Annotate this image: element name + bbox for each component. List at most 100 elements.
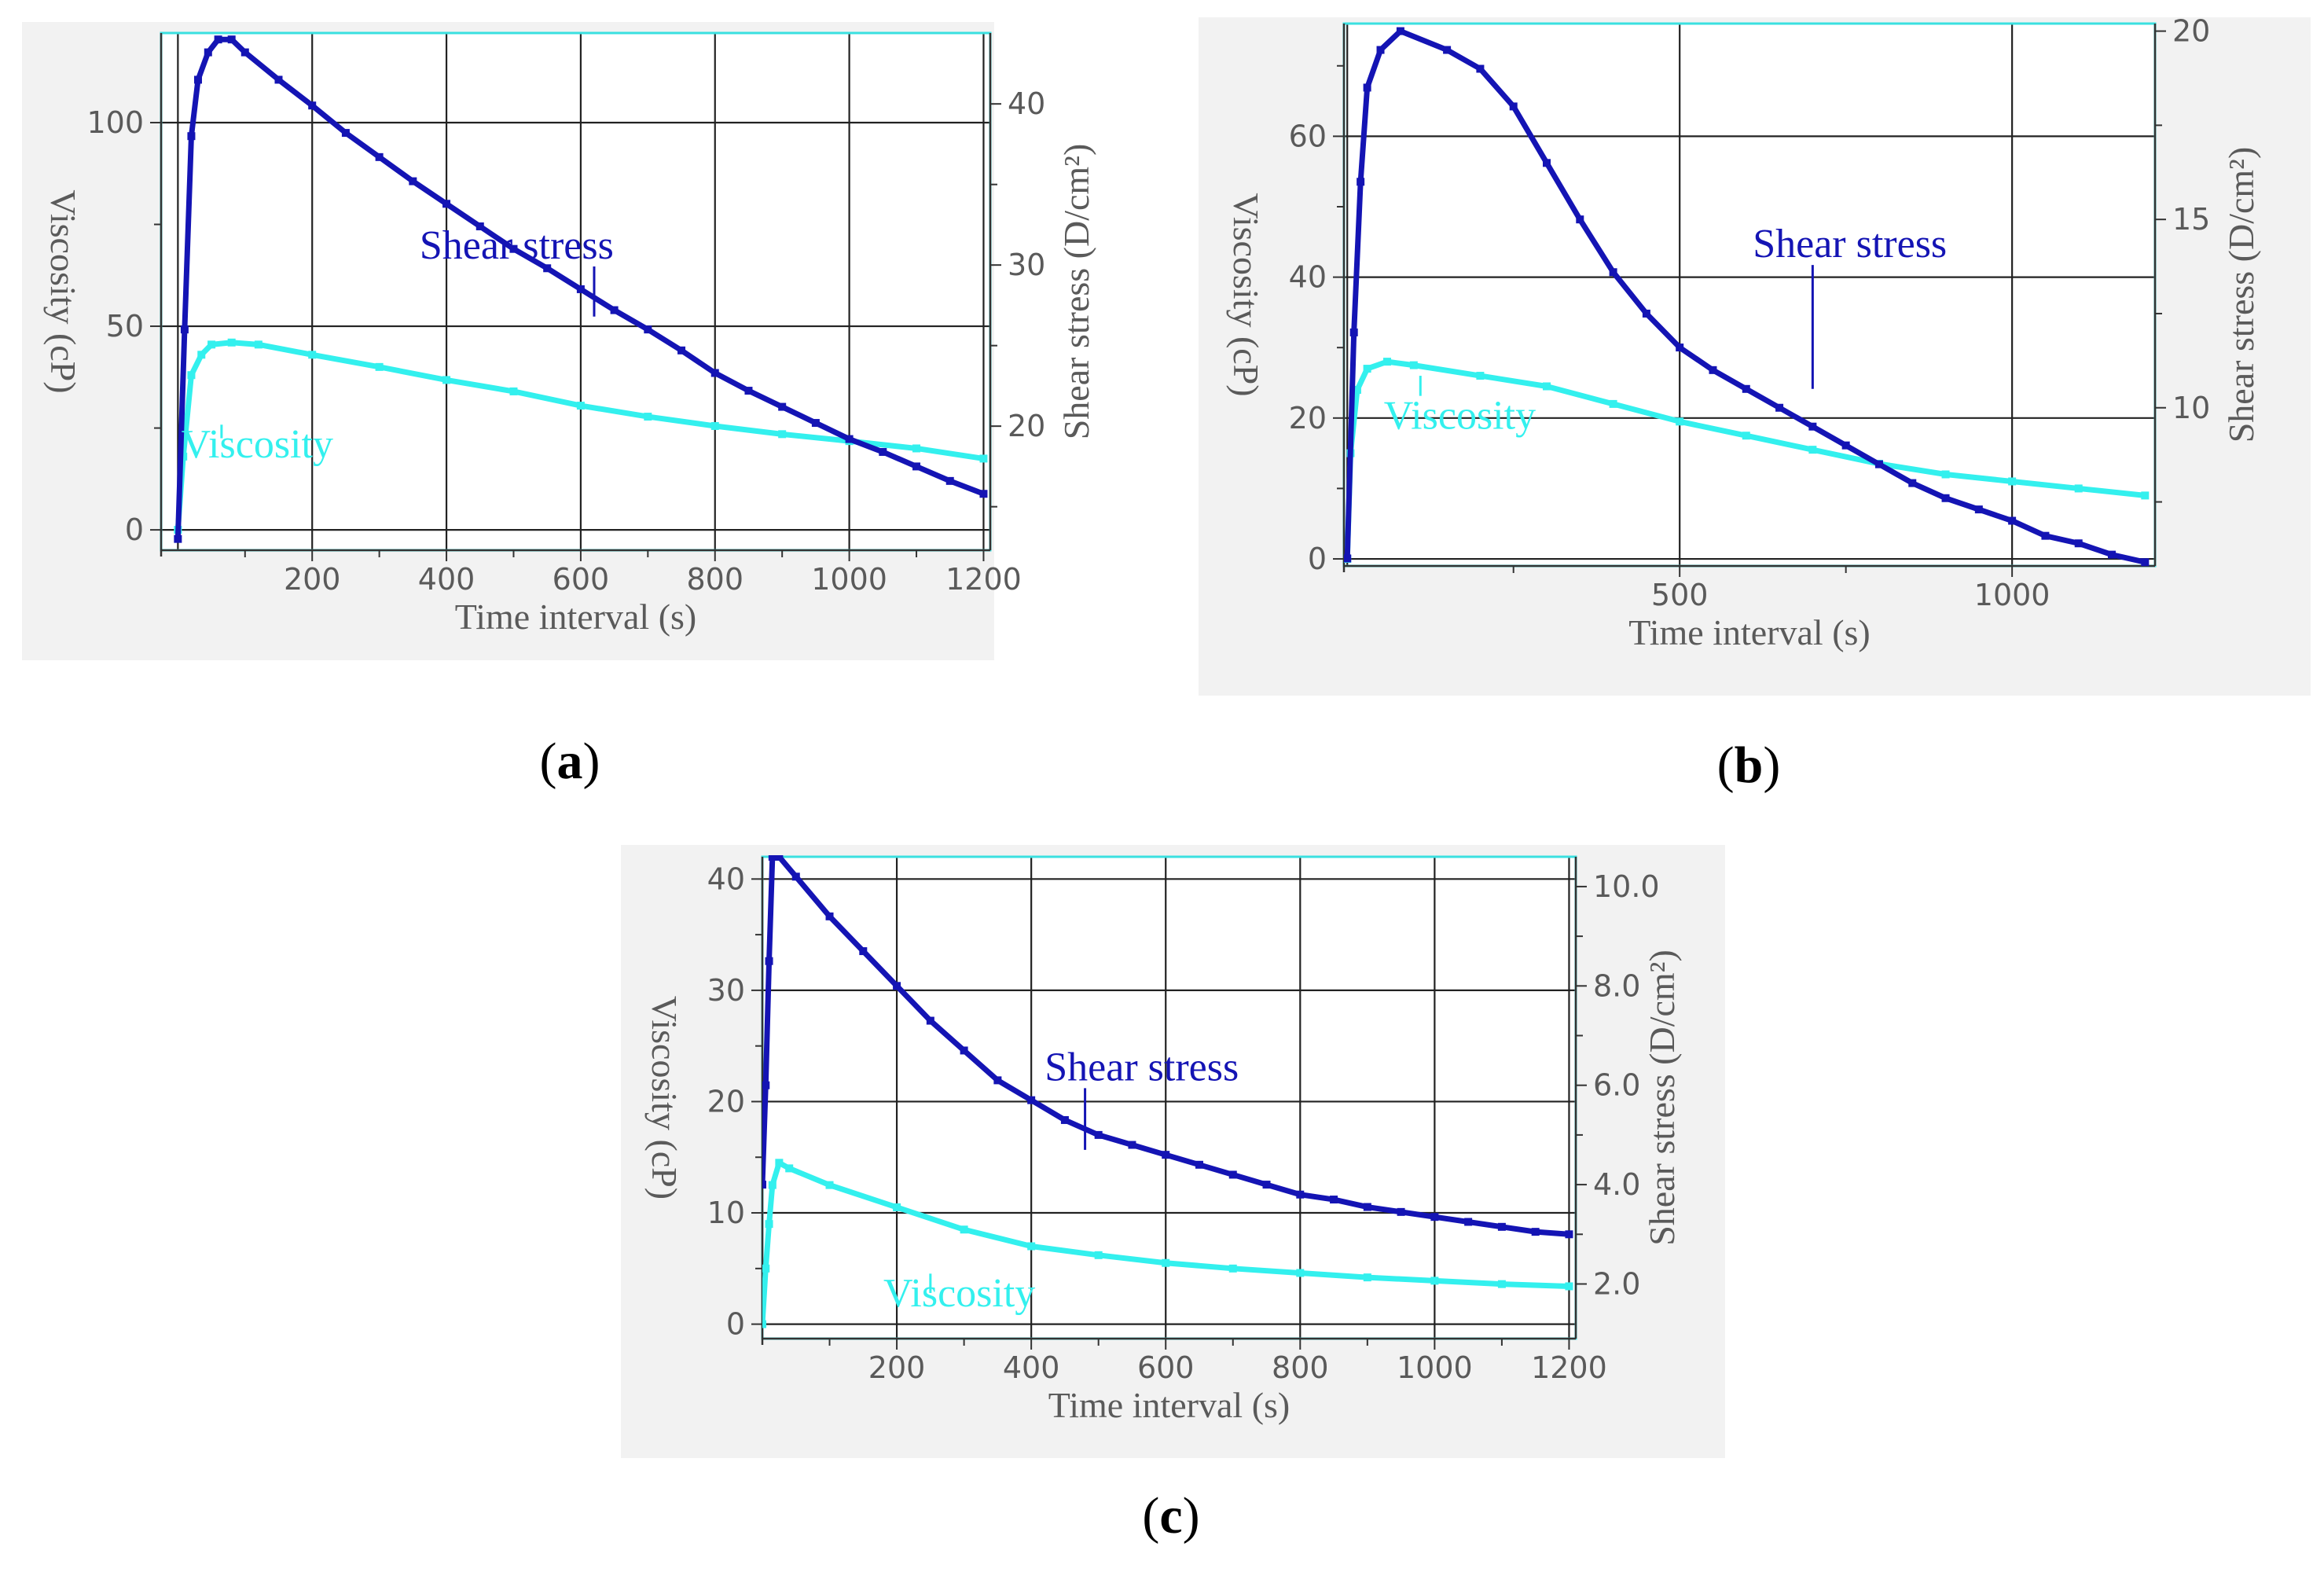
data-point-viscosity: [1565, 1282, 1573, 1291]
y2-tick-label: 10: [2172, 391, 2210, 425]
data-point-viscosity: [1430, 1277, 1439, 1285]
y2-axis-label: Shear stress (D/cm²): [1056, 144, 1096, 440]
data-point-shear: [409, 177, 417, 186]
chart-panel-c: 200 400 600 800 1000 1200 0 10 20 30 40 2.0 4.0 6.0 8.…: [621, 845, 1725, 1545]
data-point-viscosity: [1808, 446, 1817, 454]
series-viscosity: [762, 1159, 1573, 1328]
data-point-viscosity: [1228, 1264, 1237, 1273]
data-point-shear: [1565, 1230, 1573, 1239]
data-point-shear: [1443, 46, 1452, 54]
y2-tick-label: 40: [1008, 86, 1045, 121]
plot-area: [762, 857, 1576, 1339]
data-point-shear: [1576, 215, 1584, 224]
y2-tick-label: 4.0: [1593, 1167, 1640, 1202]
series-shear: [1344, 27, 2150, 567]
data-point-shear: [1296, 1190, 1305, 1199]
data-point-viscosity: [375, 362, 384, 371]
annotation-shear: Shear stress: [1753, 222, 1947, 266]
y-tick-label: 60: [1289, 119, 1327, 153]
data-point-shear: [274, 75, 283, 84]
data-point-shear: [180, 325, 189, 334]
data-point-shear: [1349, 328, 1358, 336]
data-point-shear: [644, 325, 652, 334]
data-point-shear: [1262, 1181, 1271, 1189]
data-point-shear: [1363, 1203, 1371, 1211]
panel-caption: (a): [540, 733, 600, 790]
data-point-viscosity: [1094, 1251, 1103, 1259]
x-axis-label: Time interval (s): [1628, 612, 1871, 652]
data-point-shear: [1330, 1196, 1338, 1204]
data-point-viscosity: [1676, 417, 1684, 426]
data-point-shear: [1027, 1096, 1036, 1104]
y-tick-label: 30: [707, 973, 745, 1008]
data-point-shear: [308, 101, 317, 110]
data-point-shear: [1908, 479, 1917, 487]
data-point-shear: [2041, 531, 2050, 540]
data-point-shear: [912, 462, 921, 471]
y2-tick-label: 30: [1008, 248, 1045, 282]
data-point-viscosity: [2141, 491, 2150, 500]
data-point-viscosity: [509, 387, 518, 395]
x-tick-label: 200: [868, 1350, 926, 1385]
data-point-shear: [926, 1016, 934, 1025]
data-point-shear: [1874, 460, 1883, 468]
data-point-viscosity: [1296, 1269, 1305, 1277]
x-tick-label: 800: [1272, 1350, 1329, 1385]
data-point-viscosity: [1543, 382, 1551, 391]
panel-caption-letter: a: [557, 733, 583, 790]
data-point-viscosity: [1363, 365, 1371, 373]
data-point-shear: [1363, 83, 1371, 92]
data-point-viscosity: [207, 340, 216, 349]
x-tick-label: 800: [686, 562, 743, 597]
annotation-viscosity: Viscosity: [1384, 393, 1536, 438]
data-point-shear: [214, 35, 222, 44]
data-point-shear: [240, 48, 249, 57]
data-point-viscosity: [1162, 1258, 1170, 1267]
x-tick-label: 1000: [1397, 1350, 1473, 1385]
data-point-viscosity: [1382, 358, 1391, 366]
data-point-shear: [1094, 1130, 1103, 1139]
panel-caption: (c): [1142, 1487, 1199, 1545]
x-axis-label: Time interval (s): [455, 597, 697, 637]
data-point-viscosity: [762, 1264, 770, 1273]
data-point-shear: [893, 982, 901, 990]
data-point-shear: [1195, 1160, 1203, 1169]
data-point-shear: [1509, 102, 1518, 111]
data-point-shear: [879, 447, 887, 456]
data-point-shear: [1396, 27, 1404, 35]
data-point-shear: [1430, 1213, 1439, 1221]
data-point-shear: [993, 1076, 1002, 1085]
data-point-viscosity: [979, 454, 988, 463]
panel-caption-letter: c: [1159, 1487, 1182, 1545]
y-tick-label: 0: [1308, 542, 1327, 576]
data-point-shear: [475, 222, 484, 230]
data-point-shear: [1397, 1207, 1405, 1216]
x-tick-label: 500: [1651, 578, 1709, 612]
data-point-viscosity: [1941, 470, 1950, 479]
data-point-viscosity: [197, 351, 206, 359]
y-tick-label: 0: [726, 1307, 745, 1342]
data-point-viscosity: [912, 444, 921, 453]
data-point-viscosity: [778, 430, 787, 439]
data-point-shear: [1357, 178, 1365, 186]
data-point-shear: [768, 855, 777, 861]
annotation-viscosity: Viscosity: [182, 422, 333, 467]
y-tick-label: 40: [1289, 260, 1327, 295]
data-point-shear: [1497, 1222, 1506, 1231]
y-tick-label: 0: [125, 512, 144, 547]
data-point-shear: [375, 152, 384, 161]
series-line-shear: [1344, 28, 2146, 565]
x-tick-label: 1000: [1974, 578, 2050, 612]
data-point-viscosity: [1027, 1242, 1036, 1251]
data-point-viscosity: [1476, 372, 1485, 380]
data-point-shear: [960, 1046, 968, 1055]
data-point-shear: [859, 947, 868, 956]
data-point-viscosity: [762, 1320, 766, 1328]
series-line-viscosity: [762, 1159, 1570, 1324]
data-point-viscosity: [1363, 1273, 1371, 1282]
data-point-viscosity: [1609, 399, 1617, 408]
x-axis-label: Time interval (s): [1048, 1385, 1290, 1425]
data-point-shear: [762, 1081, 770, 1089]
data-point-shear: [1162, 1151, 1170, 1159]
y-axis-label: Viscosity (cP): [644, 996, 685, 1199]
